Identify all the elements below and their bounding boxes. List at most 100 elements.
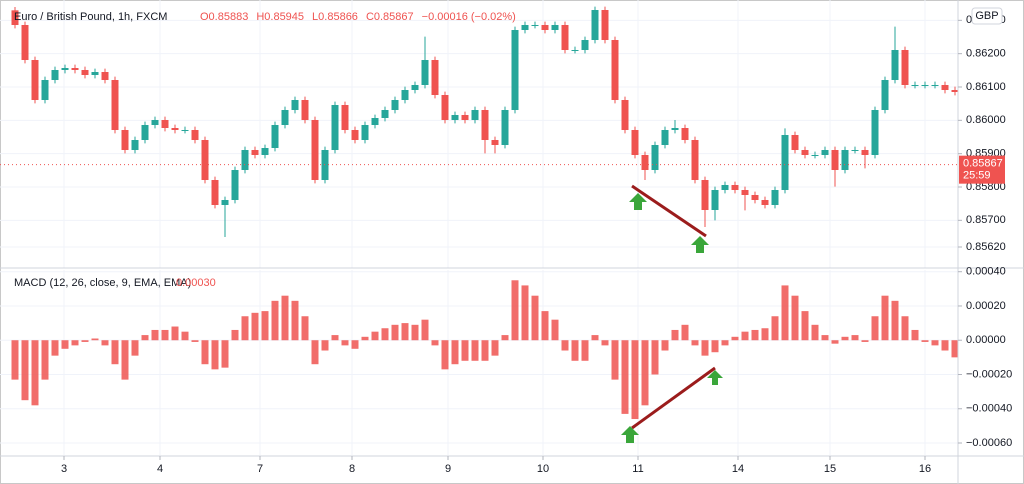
candle-body [291,100,299,110]
macd-bar [201,340,209,365]
macd-bar [561,340,569,351]
candle-body [791,135,799,150]
candle-body [131,140,139,150]
macd-bar [701,340,709,356]
candle-body [381,110,389,118]
macd-bar [531,295,539,341]
macd-bar [581,340,589,361]
macd-bar [101,340,109,346]
macd-bar [751,329,759,341]
annotations [621,184,723,443]
y-tick-label: −0.00060 [966,437,1012,449]
macd-bar [951,340,959,358]
candle-body [641,155,649,170]
currency: GBP [975,10,998,22]
macd-bar [651,340,659,375]
candle-body [671,128,679,130]
macd-bar [761,328,769,341]
arrow-up [629,193,647,210]
macd-bar [641,340,649,406]
x-tick-label: 14 [732,463,744,475]
macd-bar [291,300,299,341]
candle-body [251,150,259,155]
macd-bar [451,340,459,365]
candle-body [761,200,769,205]
macd-bar [631,340,639,420]
candle-body [841,150,849,170]
candle-body [231,170,239,200]
macd-bar [21,340,29,401]
y-tick-label: 0.86200 [966,48,1006,60]
macd-bar [161,329,169,341]
x-tick-label: 9 [445,463,451,475]
y-tick-label: −0.00020 [966,368,1012,380]
currency-badge [971,7,1003,25]
macd-bar [811,324,819,341]
macd-bar [51,340,59,356]
ohlc-value: O0.85883 [200,11,248,23]
macd-bar [731,336,739,341]
macd-bar [481,340,489,361]
candle-body [271,125,279,148]
candle-body [821,150,829,155]
x-tick-label: 15 [824,463,836,475]
arrow-up [707,370,723,385]
macd-bar [861,340,869,342]
countdown: 25:59 [963,170,991,182]
candle-body [261,148,269,155]
macd-bar [681,324,689,341]
macd-bar [131,340,139,356]
macd-bar [521,285,529,341]
candle-body [51,70,59,80]
candle-body [161,120,169,128]
candle-body [851,150,859,151]
y-tick-label: −0.00040 [966,403,1012,415]
symbol-title: Euro / British Pound, 1h, FXCM [14,11,167,23]
candle-body [751,195,759,200]
candle-body [351,130,359,140]
candle-body [211,180,219,205]
ohlc-value: −0.00016 (−0.02%) [422,11,516,23]
candle-body [191,130,199,140]
candle-body [311,120,319,180]
macd-bar [511,280,519,341]
y-tick-label: 0.85800 [966,181,1006,193]
macd-bar [81,340,89,342]
candle-body [21,25,29,60]
last-price-label: 0.85867 [963,158,1003,170]
candle-body [921,85,929,86]
macd-bar [121,340,129,380]
candle-body [441,95,449,120]
candle-body [721,185,729,190]
x-tick-label: 11 [632,463,643,475]
candle-body [711,190,719,210]
candle-body [941,85,949,90]
candle-body [571,50,579,51]
candle-body [731,185,739,190]
macd-bar [281,295,289,341]
candle-body [391,100,399,110]
candle-body [631,130,639,155]
x-tick-label: 10 [537,463,549,475]
macd-bar [351,340,359,349]
candle-body [881,80,889,110]
candle-body [531,25,539,26]
candle-body [621,100,629,130]
macd-bar [231,329,239,341]
macd-bar [551,319,559,341]
candle-body [61,68,69,70]
candle-body [771,190,779,205]
arrow-up [691,236,709,253]
macd-bar [301,316,309,341]
candle-body [111,80,119,130]
x-tick-label: 4 [157,463,163,475]
divergence-line [631,366,716,430]
macd-bar [901,316,909,341]
candle-body [401,90,409,100]
candle-body [81,70,89,75]
candle-body [431,60,439,95]
macd-bar [331,335,339,341]
macd-bar [271,300,279,341]
macd-bar [91,338,99,341]
ohlc-value: L0.85866 [312,11,358,23]
